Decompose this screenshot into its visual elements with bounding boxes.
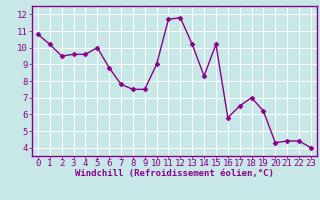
X-axis label: Windchill (Refroidissement éolien,°C): Windchill (Refroidissement éolien,°C) xyxy=(75,169,274,178)
